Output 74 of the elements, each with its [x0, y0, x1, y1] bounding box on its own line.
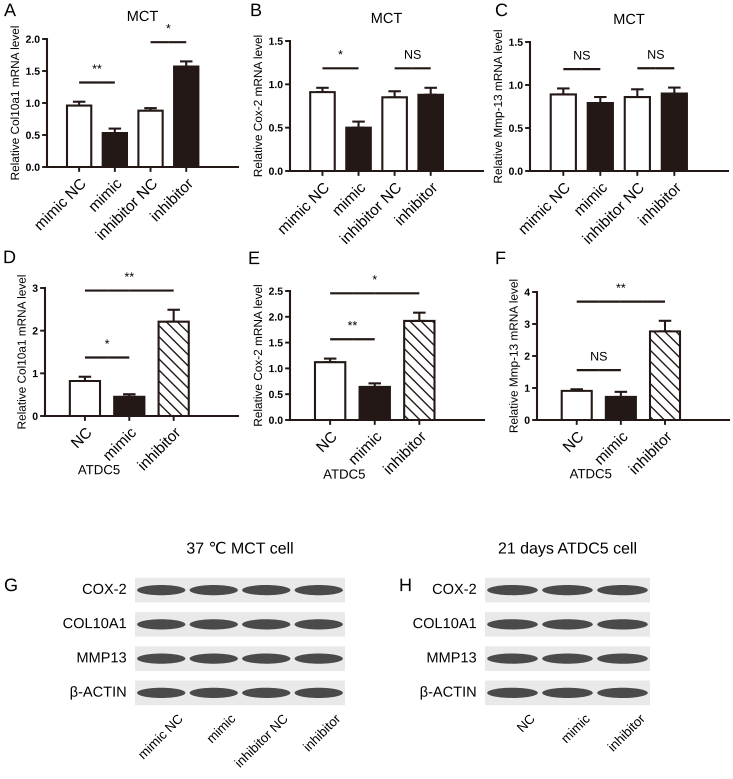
text: **: [124, 272, 134, 277]
y-tick-label: 1: [32, 370, 38, 378]
text: C: [496, 3, 508, 16]
category-label: COX-2: [82, 584, 126, 594]
category-label: COL10A1: [63, 618, 126, 628]
y-axis-title: Relative Mmp-13 mRNA level: [509, 280, 520, 432]
y-tick-label: 0: [524, 416, 530, 424]
y-axis-title: Relative Cox-2 mRNA level: [253, 36, 262, 176]
text: E: [249, 252, 260, 264]
text: **: [616, 283, 626, 288]
y-axis-title: Relative Col10a1 mRNA level: [17, 275, 26, 428]
category-label: MMP13: [428, 652, 476, 663]
y-tick-label: 1.0: [269, 80, 283, 88]
y-tick-label: 0.5: [268, 124, 283, 132]
annotation: NS: [591, 352, 607, 361]
y-tick-label: 2: [524, 352, 530, 360]
y-tick-label: 0.5: [26, 132, 40, 139]
y-tick-label: 2.0: [26, 36, 40, 43]
annotation: *: [338, 50, 343, 55]
category-label: COX-2: [432, 584, 476, 594]
y-axis-title: Relative Cox-2 mRNA level: [253, 285, 262, 426]
y-tick-label: 0.5: [508, 124, 523, 132]
y-tick-label: 1.5: [509, 38, 523, 46]
annotation: NS: [404, 50, 421, 59]
y-tick-label: 0.0: [26, 164, 40, 171]
y-tick-label: 1.0: [269, 364, 283, 372]
annotation: **: [92, 64, 102, 69]
y-tick-label: 1.5: [269, 339, 283, 346]
x-axis-title: ATDC5: [323, 469, 365, 479]
x-tick-label: NC: [70, 426, 92, 448]
y-tick-label: 1.0: [509, 82, 523, 89]
text: D: [4, 250, 16, 264]
y-tick-label: 2.0: [268, 313, 283, 321]
text: 37 ℃ MCT cell: [186, 542, 293, 554]
chart-title: MCT: [372, 12, 402, 24]
category-label: MMP13: [78, 652, 126, 663]
y-tick-label: 2: [32, 327, 38, 334]
y-tick-label: 1.0: [26, 100, 40, 107]
y-tick-label: 0.0: [268, 168, 283, 175]
text: H: [400, 578, 411, 592]
y-tick-label: 0: [32, 412, 38, 420]
y-tick-label: 0.0: [268, 416, 283, 424]
category-label: NC: [516, 713, 536, 732]
text: F: [496, 252, 506, 264]
text: *: [166, 24, 171, 28]
chart-title: MCT: [614, 14, 644, 24]
y-axis-title: Relative Mmp-13 mRNA level: [493, 30, 504, 183]
y-tick-label: 3: [32, 284, 38, 292]
annotation: *: [104, 339, 110, 344]
chart-title: MCT: [128, 10, 158, 22]
text: A: [4, 4, 16, 16]
text: B: [251, 4, 262, 16]
y-tick-label: 1.5: [26, 68, 40, 75]
text: G: [4, 578, 17, 592]
x-tick-label: NC: [562, 430, 584, 452]
category-label: COL10A1: [413, 618, 476, 628]
x-axis-title: ATDC5: [78, 464, 120, 474]
y-tick-label: 3: [524, 320, 530, 328]
y-tick-label: 4: [524, 288, 530, 296]
annotation: NS: [574, 50, 590, 60]
y-axis-title: Relative Col10a1 mRNA level: [10, 26, 20, 180]
x-tick-label: NC: [316, 430, 338, 452]
y-tick-label: 0.5: [268, 390, 283, 398]
y-tick-label: 1: [524, 384, 530, 392]
category-label: β-ACTIN: [420, 686, 476, 700]
category-label: β-ACTIN: [70, 686, 126, 700]
y-tick-label: 0.0: [508, 168, 523, 175]
text: 21 days ATDC5 cell: [498, 542, 636, 557]
y-tick-label: 2.5: [268, 288, 283, 295]
text: *: [372, 275, 377, 280]
x-axis-title: ATDC5: [570, 468, 612, 478]
annotation: **: [348, 321, 358, 326]
y-tick-label: 1.5: [269, 38, 283, 45]
annotation: NS: [648, 50, 664, 59]
